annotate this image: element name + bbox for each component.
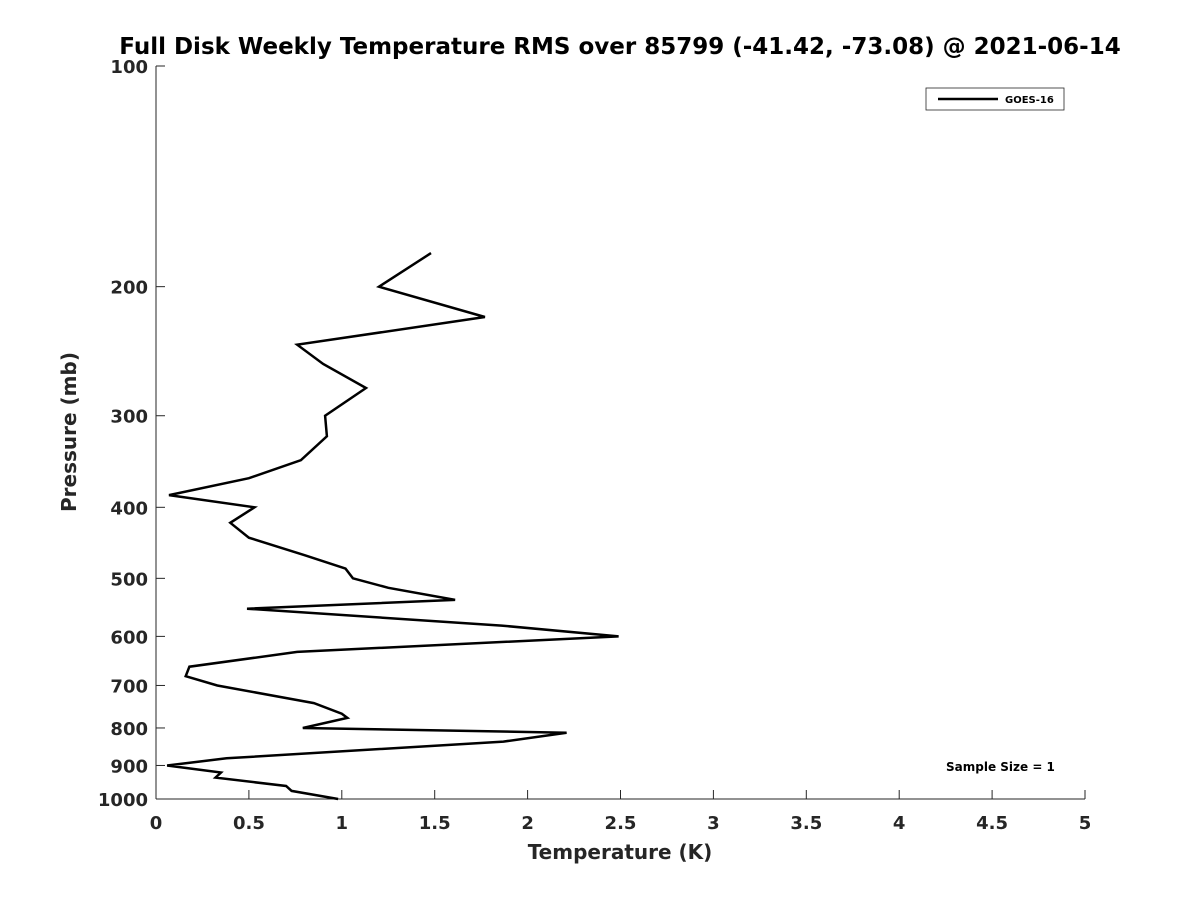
y-tick-label: 500 xyxy=(110,569,148,590)
y-axis-ticks: 100 200 300 400 500 600 700 800 900 1000 xyxy=(98,57,165,811)
y-tick-label: 100 xyxy=(110,57,148,78)
y-tick-label: 800 xyxy=(110,719,148,740)
x-tick-label: 4.5 xyxy=(976,813,1008,834)
x-tick-label: 5 xyxy=(1079,813,1092,834)
x-tick-label: 1.5 xyxy=(419,813,451,834)
x-tick-label: 3 xyxy=(707,813,720,834)
y-tick-label: 400 xyxy=(110,498,148,519)
series-line-goes-16 xyxy=(166,252,619,801)
y-tick-label: 700 xyxy=(110,676,148,697)
sample-size-annotation: Sample Size = 1 xyxy=(946,760,1055,774)
x-tick-label: 2.5 xyxy=(605,813,637,834)
chart-title: Full Disk Weekly Temperature RMS over 85… xyxy=(119,34,1121,60)
x-tick-label: 0 xyxy=(150,813,163,834)
legend: GOES-16 xyxy=(925,87,1065,111)
x-tick-label: 1 xyxy=(336,813,349,834)
x-axis-label: Temperature (K) xyxy=(528,840,713,864)
x-tick-label: 2 xyxy=(521,813,534,834)
x-tick-label: 0.5 xyxy=(233,813,265,834)
y-tick-label: 600 xyxy=(110,627,148,648)
y-tick-label: 900 xyxy=(110,756,148,777)
series-group xyxy=(166,252,619,801)
x-tick-label: 3.5 xyxy=(790,813,822,834)
y-tick-label: 1000 xyxy=(98,790,148,811)
y-axis-label: Pressure (mb) xyxy=(57,352,81,512)
y-tick-label: 200 xyxy=(110,278,148,299)
legend-label-goes-16: GOES-16 xyxy=(1005,95,1054,106)
x-axis-ticks: 0 0.5 1 1.5 2 2.5 3 3.5 4 4.5 5 xyxy=(150,790,1092,834)
y-tick-label: 300 xyxy=(110,407,148,428)
x-tick-label: 4 xyxy=(893,813,906,834)
